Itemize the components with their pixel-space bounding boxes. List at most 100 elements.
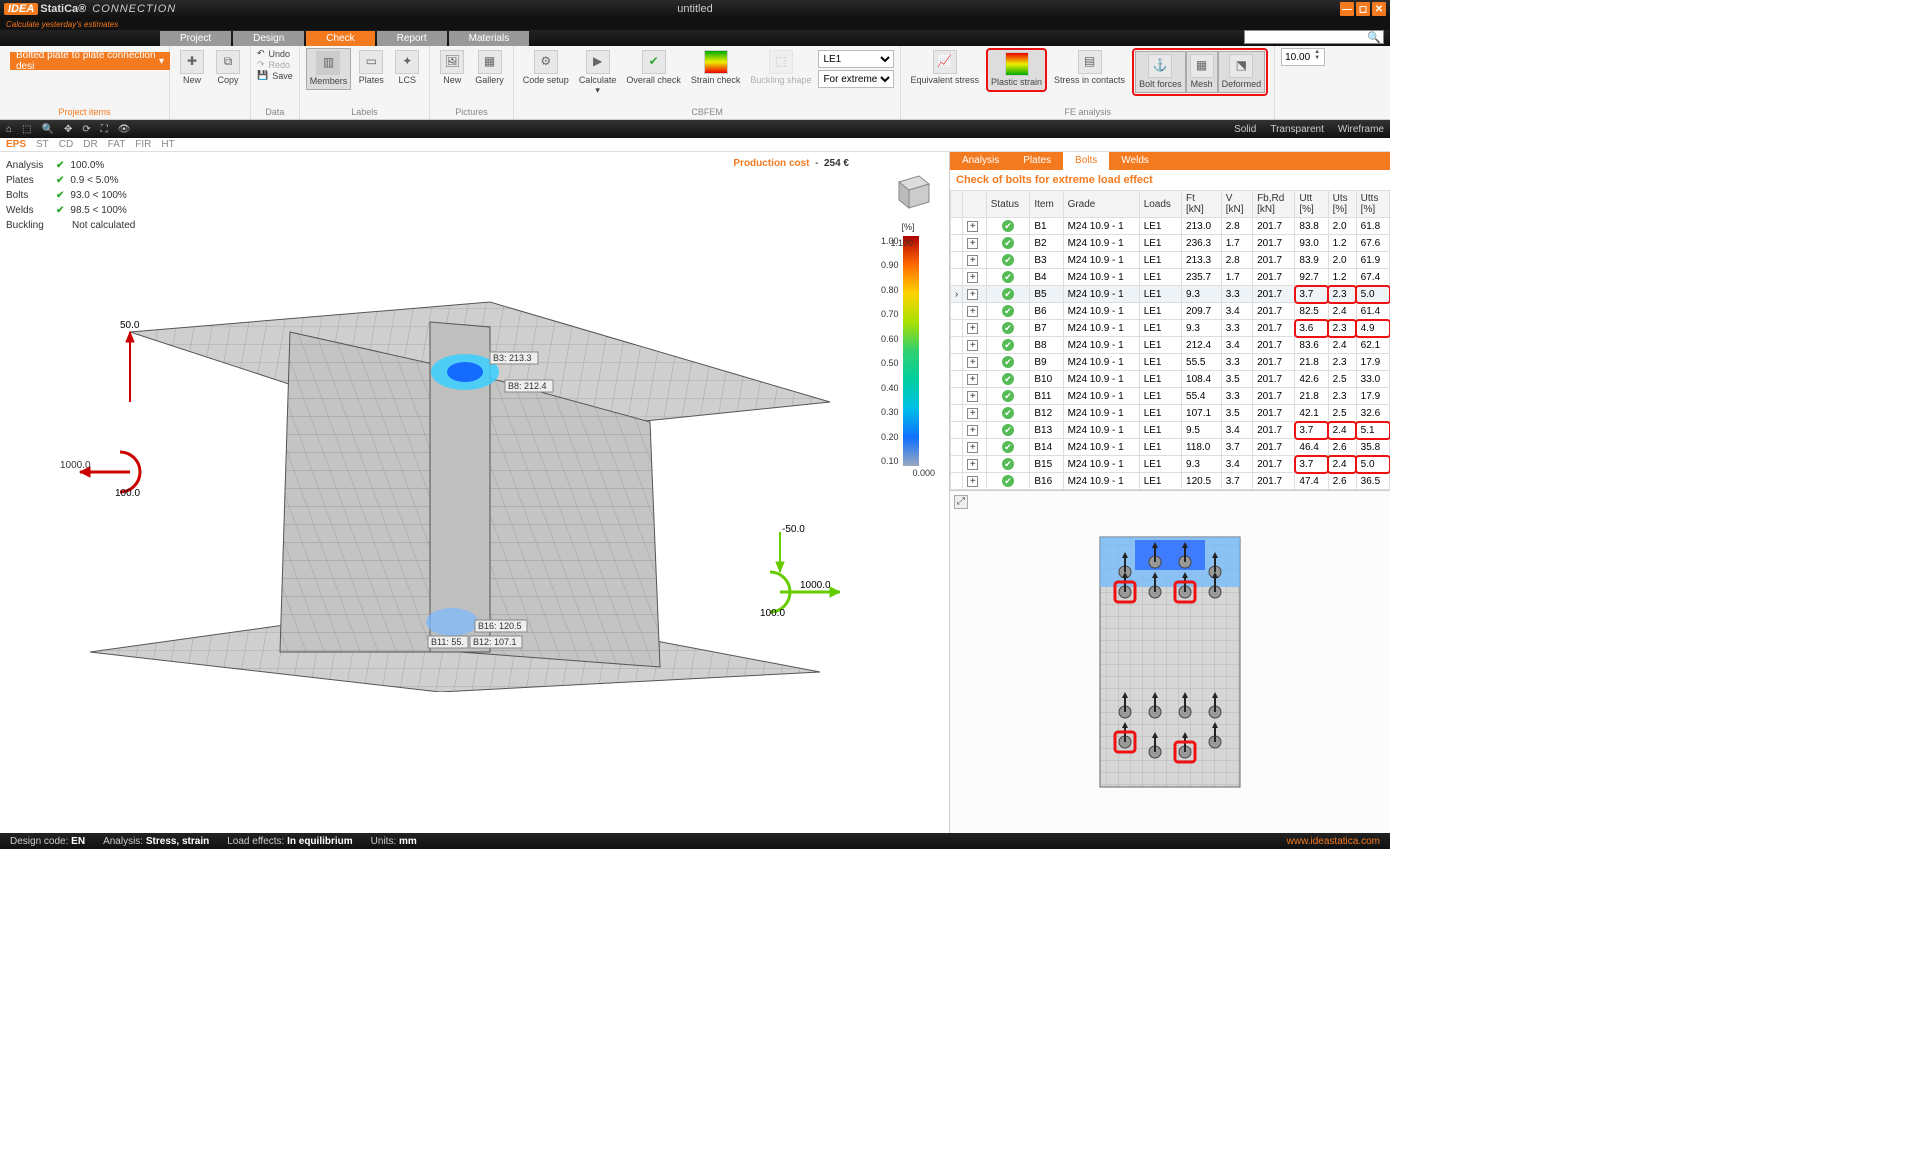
plates-label-button[interactable]: ▭Plates (355, 48, 387, 88)
svg-text:50.0: 50.0 (120, 320, 140, 331)
code-setup-button[interactable]: ⚙Code setup (520, 48, 572, 88)
eq-stress-button[interactable]: 📈Equivalent stress (907, 48, 982, 88)
group-project-items: Project items (6, 105, 163, 117)
strain-check-button[interactable]: Strain check (688, 48, 744, 88)
subtab-fir[interactable]: FIR (135, 139, 151, 150)
minimize-button[interactable]: — (1340, 2, 1354, 16)
bolt-row[interactable]: +✔B14M24 10.9 - 1LE1118.03.7201.746.42.6… (951, 439, 1390, 456)
new-item-button[interactable]: ✚New (176, 48, 208, 88)
maximize-button[interactable]: ◻ (1356, 2, 1370, 16)
rtab-welds[interactable]: Welds (1109, 152, 1161, 170)
ribbon: Bolted plate to plate connection desi▾ P… (0, 46, 1390, 120)
rtab-plates[interactable]: Plates (1011, 152, 1063, 170)
bolt-row[interactable]: +✔B3M24 10.9 - 1LE1213.32.8201.783.92.06… (951, 252, 1390, 269)
tab-materials[interactable]: Materials (449, 31, 530, 46)
view-transparent[interactable]: Transparent (1270, 124, 1324, 135)
bolt-row[interactable]: +✔B10M24 10.9 - 1LE1108.43.5201.742.62.5… (951, 371, 1390, 388)
close-button[interactable]: ✕ (1372, 2, 1386, 16)
zoom-window-icon[interactable]: ⬚ (22, 124, 31, 135)
expand-icon[interactable]: ⤢ (954, 495, 968, 509)
analysis-summary: Analysis✔100.0%Plates✔0.9 < 5.0%Bolts✔93… (6, 158, 135, 233)
overall-check-button[interactable]: ✔Overall check (623, 48, 684, 88)
group-fe: FE analysis (907, 105, 1268, 117)
bolt-row[interactable]: +✔B7M24 10.9 - 1LE19.33.3201.73.62.34.9 (951, 320, 1390, 337)
group-labels: Labels (306, 105, 424, 117)
bolt-row[interactable]: +✔B16M24 10.9 - 1LE1120.53.7201.747.42.6… (951, 473, 1390, 490)
svg-text:B8: 212.4: B8: 212.4 (508, 381, 547, 391)
plate-preview[interactable]: ⤢ (950, 490, 1390, 833)
color-legend: [%] 1.000.900.800.700.600.500.400.300.20… (881, 222, 935, 478)
results-tabs: Analysis Plates Bolts Welds (950, 152, 1390, 170)
group-data: Data (257, 105, 293, 117)
nav-cube[interactable] (889, 168, 935, 214)
subtab-cd[interactable]: CD (59, 139, 73, 150)
load-effect-select[interactable]: LE1 (818, 50, 894, 68)
bolt-row[interactable]: +✔B12M24 10.9 - 1LE1107.13.5201.742.12.5… (951, 405, 1390, 422)
scale-input[interactable]: 10.00▲▼ (1281, 48, 1325, 66)
tab-design[interactable]: Design (233, 31, 304, 46)
rtab-analysis[interactable]: Analysis (950, 152, 1011, 170)
deformed-button[interactable]: ⬔Deformed (1218, 51, 1266, 93)
calculate-button[interactable]: ▶Calculate▾ (576, 48, 620, 98)
svg-text:1000.0: 1000.0 (60, 460, 91, 471)
search-input[interactable]: 🔍 (1244, 30, 1384, 44)
view-wireframe[interactable]: Wireframe (1338, 124, 1384, 135)
subtab-st[interactable]: ST (36, 139, 49, 150)
view-solid[interactable]: Solid (1234, 124, 1256, 135)
svg-text:B3: 213.3: B3: 213.3 (493, 353, 532, 363)
bolt-row[interactable]: +✔B11M24 10.9 - 1LE155.43.3201.721.82.31… (951, 388, 1390, 405)
bolt-row[interactable]: +✔B8M24 10.9 - 1LE1212.43.4201.783.62.46… (951, 337, 1390, 354)
eye-icon[interactable]: 👁 (118, 124, 131, 135)
pan-icon[interactable]: ✥ (64, 124, 72, 135)
group-cbfem: CBFEM (520, 105, 895, 117)
svg-text:B11: 55.: B11: 55. (431, 637, 464, 647)
plastic-strain-button[interactable]: Plastic strain (986, 48, 1047, 92)
tab-check[interactable]: Check (306, 31, 374, 46)
bolt-row[interactable]: +✔B1M24 10.9 - 1LE1213.02.8201.783.82.06… (951, 218, 1390, 235)
rotate-icon[interactable]: ⟳ (82, 124, 90, 135)
lcs-button[interactable]: ✦LCS (391, 48, 423, 88)
gallery-button[interactable]: ▦Gallery (472, 48, 507, 88)
home-icon[interactable]: ⌂ (6, 124, 12, 135)
save-button[interactable]: 💾 Save (257, 70, 293, 81)
production-cost: Production cost - 254 € (733, 158, 849, 169)
titlebar: IDEA StatiCa® CONNECTION untitled — ◻ ✕ (0, 0, 1390, 18)
status-loads: Load effects: In equilibrium (227, 836, 352, 847)
bolt-row[interactable]: +✔B15M24 10.9 - 1LE19.33.4201.73.72.45.0 (951, 456, 1390, 473)
mesh-button[interactable]: ▦Mesh (1186, 51, 1218, 93)
picture-new-button[interactable]: 🖼New (436, 48, 468, 88)
status-units: Units: mm (371, 836, 417, 847)
extreme-select[interactable]: For extreme (818, 70, 894, 88)
bolt-forces-button[interactable]: ⚓Bolt forces (1135, 51, 1186, 93)
subtab-fat[interactable]: FAT (108, 139, 126, 150)
undo-button[interactable]: ↶ Undo (257, 48, 290, 59)
svg-text:100.0: 100.0 (115, 488, 140, 499)
fea-model[interactable]: 1000.0 100.0 50.0 1000.0 100.0 -50.0 B3:… (60, 272, 840, 692)
fit-icon[interactable]: ⛶ (101, 124, 108, 135)
subtab-ht[interactable]: HT (161, 139, 174, 150)
copy-item-button[interactable]: ⧉Copy (212, 48, 244, 88)
zoom-icon[interactable]: 🔍 (42, 124, 54, 135)
project-item-dropdown[interactable]: Bolted plate to plate connection desi▾ (10, 52, 170, 70)
stress-contacts-button[interactable]: ▤Stress in contacts (1051, 48, 1128, 88)
bolt-row[interactable]: +✔B5M24 10.9 - 1LE19.33.3201.73.72.35.0 (951, 286, 1390, 303)
bolt-table: StatusItemGradeLoadsFt[kN]V[kN]Fb,Rd[kN]… (950, 190, 1390, 490)
rtab-bolts[interactable]: Bolts (1063, 152, 1109, 170)
tab-project[interactable]: Project (160, 31, 231, 46)
bolt-row[interactable]: +✔B6M24 10.9 - 1LE1209.73.4201.782.52.46… (951, 303, 1390, 320)
status-url[interactable]: www.ideastatica.com (1287, 836, 1380, 847)
tab-report[interactable]: Report (377, 31, 447, 46)
ribbon-tabs: Project Design Check Report Materials 🔍 (0, 30, 1390, 46)
svg-text:-50.0: -50.0 (782, 524, 805, 535)
status-bar: Design code: EN Analysis: Stress, strain… (0, 833, 1390, 849)
redo-button[interactable]: ↷ Redo (257, 59, 290, 70)
members-button[interactable]: ▥Members (306, 48, 352, 90)
subtab-dr[interactable]: DR (83, 139, 97, 150)
subtab-eps[interactable]: EPS (6, 139, 26, 150)
bolt-row[interactable]: +✔B4M24 10.9 - 1LE1235.71.7201.792.71.26… (951, 269, 1390, 286)
brand-text: StatiCa® (40, 3, 86, 15)
bolt-row[interactable]: +✔B2M24 10.9 - 1LE1236.31.7201.793.01.26… (951, 235, 1390, 252)
model-view[interactable]: Analysis✔100.0%Plates✔0.9 < 5.0%Bolts✔93… (0, 152, 950, 833)
bolt-row[interactable]: +✔B9M24 10.9 - 1LE155.53.3201.721.82.317… (951, 354, 1390, 371)
bolt-row[interactable]: +✔B13M24 10.9 - 1LE19.53.4201.73.72.45.1 (951, 422, 1390, 439)
